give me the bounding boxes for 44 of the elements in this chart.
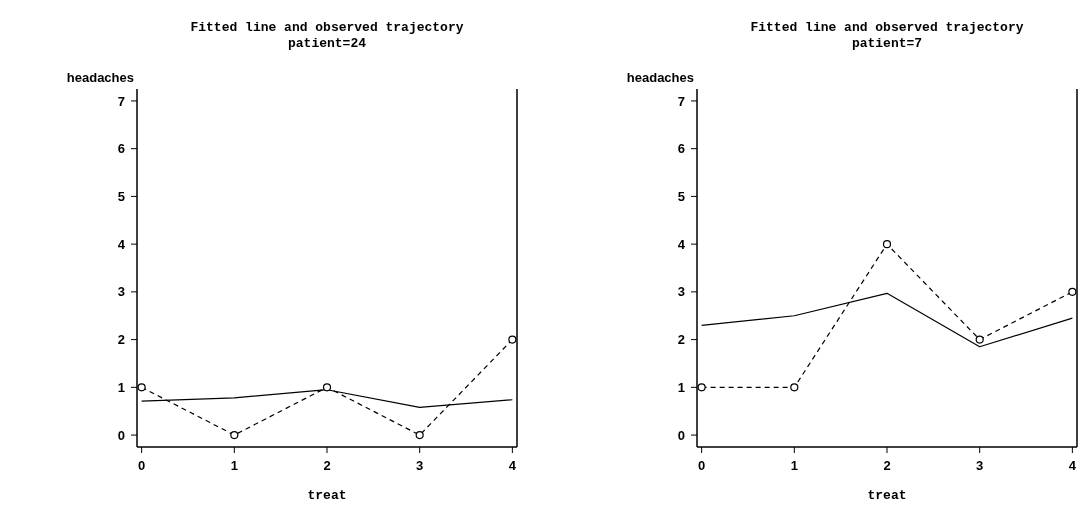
y-axis-title: headaches bbox=[625, 70, 694, 85]
y-tick-label: 6 bbox=[117, 141, 125, 157]
point bbox=[882, 240, 892, 249]
x-tick-label: 3 bbox=[416, 458, 424, 474]
point bbox=[697, 383, 706, 392]
y-tick-label: 4 bbox=[117, 236, 126, 252]
x-tick-label: 0 bbox=[698, 458, 706, 474]
y-tick-label: 5 bbox=[677, 189, 685, 205]
x-tick-label: 2 bbox=[323, 458, 331, 474]
chart-subtitle: patient=7 bbox=[850, 36, 924, 52]
y-tick-label: 1 bbox=[117, 379, 125, 395]
y-tick-label: 2 bbox=[677, 332, 685, 348]
x-axis-title: treat bbox=[306, 488, 348, 503]
point bbox=[230, 430, 239, 440]
y-tick-label: 0 bbox=[677, 427, 685, 443]
y-tick-label: 1 bbox=[677, 379, 685, 395]
y-tick-label: 7 bbox=[677, 93, 685, 109]
chart-subtitle: patient=24 bbox=[287, 36, 367, 52]
y-tick-label: 5 bbox=[117, 189, 125, 205]
y-tick-label: 7 bbox=[117, 93, 125, 109]
chart-title: Fitted line and observed trajectory bbox=[189, 20, 465, 36]
y-axis-title: headaches bbox=[65, 70, 134, 85]
y-tick-label: 2 bbox=[117, 332, 125, 348]
point bbox=[508, 335, 517, 344]
y-tick-label: 3 bbox=[117, 284, 125, 300]
y-tick-label: 0 bbox=[117, 427, 125, 443]
x-tick-label: 4 bbox=[508, 458, 517, 474]
x-tick-label: 2 bbox=[883, 458, 891, 474]
chart-title: Fitted line and observed trajectory bbox=[749, 20, 1025, 36]
point bbox=[415, 430, 424, 440]
point bbox=[790, 383, 799, 392]
point bbox=[1068, 287, 1077, 296]
x-tick-label: 1 bbox=[230, 458, 238, 474]
y-tick-label: 3 bbox=[677, 284, 685, 300]
x-tick-label: 1 bbox=[790, 458, 798, 474]
point bbox=[322, 383, 332, 392]
x-tick-label: 4 bbox=[1068, 458, 1077, 474]
point bbox=[137, 383, 146, 392]
x-tick-label: 3 bbox=[976, 458, 984, 474]
y-tick-label: 4 bbox=[677, 236, 686, 252]
point bbox=[975, 335, 984, 344]
x-axis-title: treat bbox=[866, 488, 908, 503]
y-tick-label: 6 bbox=[677, 141, 685, 157]
x-tick-label: 0 bbox=[138, 458, 146, 474]
